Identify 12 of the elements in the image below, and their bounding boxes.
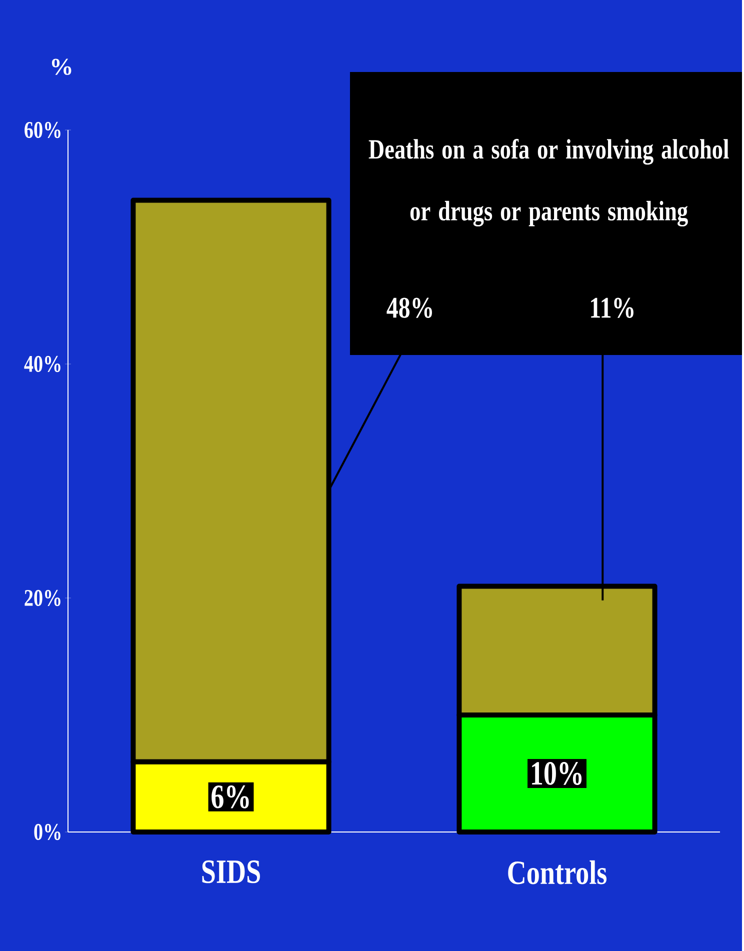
y-axis-title: % xyxy=(52,58,72,75)
data-label: 48% xyxy=(386,298,432,318)
data-label: 11% xyxy=(591,298,634,318)
x-tick-label: Controls xyxy=(508,860,607,884)
data-label: 6% xyxy=(212,785,250,808)
y-tick-label: 20% xyxy=(24,590,61,606)
x-tick-label: SIDS xyxy=(202,860,260,884)
y-tick-label: 0% xyxy=(34,824,61,840)
text: Deaths on a sofa or involving alcohol or drugs or parents smoking xyxy=(369,138,730,226)
data-label: 10% xyxy=(532,762,582,785)
y-tick-label: 60% xyxy=(24,122,61,138)
y-tick-label: 40% xyxy=(24,356,61,372)
